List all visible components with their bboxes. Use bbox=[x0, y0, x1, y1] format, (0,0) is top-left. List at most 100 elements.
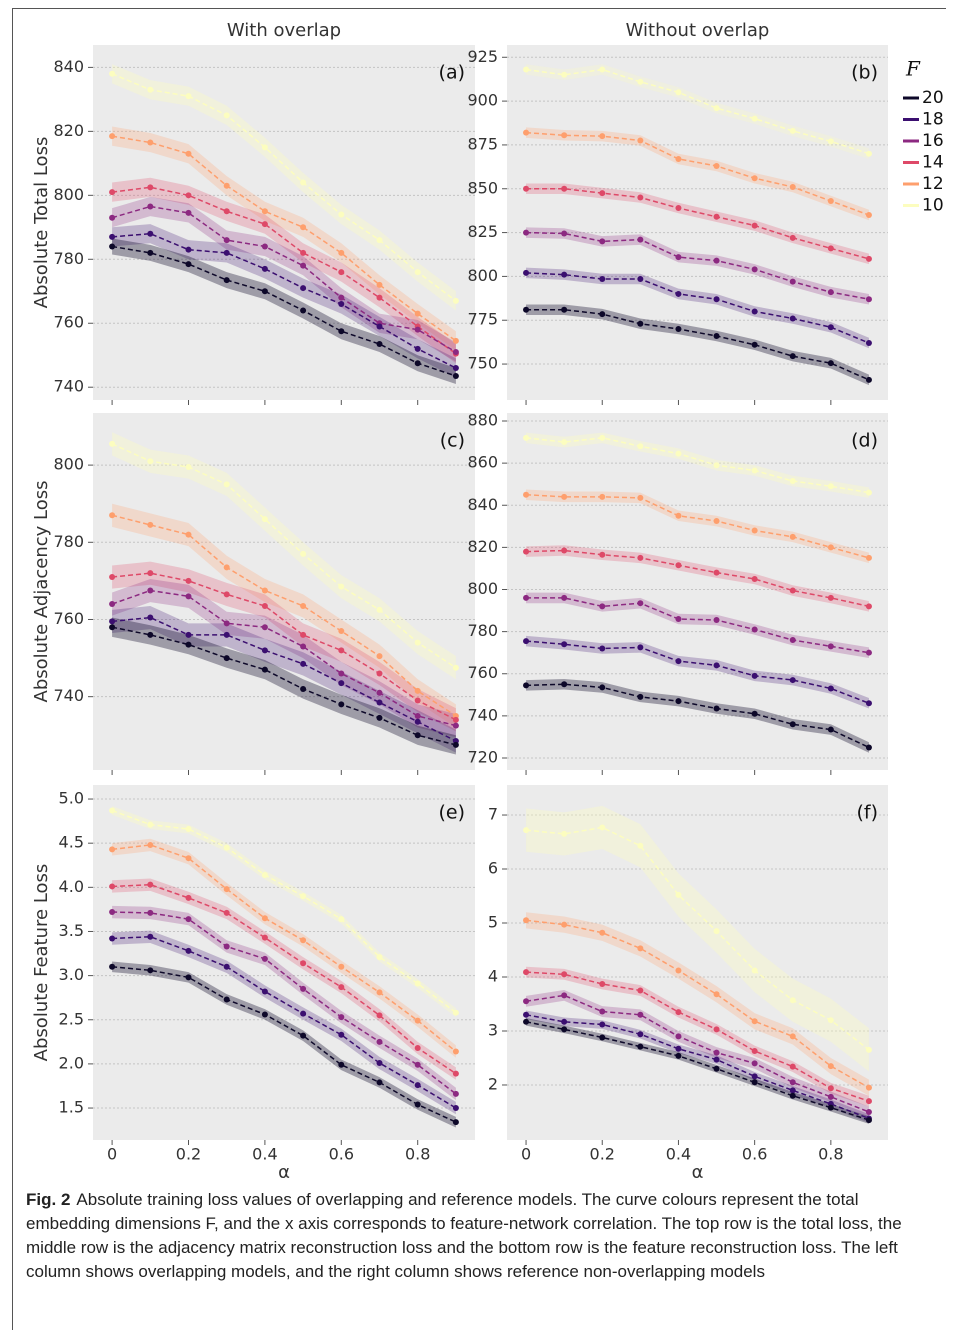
y-tick-label: 800 bbox=[467, 266, 498, 285]
data-point bbox=[338, 1031, 345, 1038]
x-axis-label: α bbox=[278, 1162, 290, 1183]
data-point bbox=[827, 360, 834, 367]
data-point bbox=[147, 933, 154, 940]
confidence-band bbox=[112, 961, 456, 1128]
data-point bbox=[109, 935, 116, 942]
data-point bbox=[185, 855, 192, 862]
data-point bbox=[223, 208, 230, 215]
data-point bbox=[789, 997, 796, 1004]
data-point bbox=[713, 333, 720, 340]
data-point bbox=[599, 603, 606, 610]
data-point bbox=[376, 1038, 383, 1045]
data-point bbox=[261, 288, 268, 295]
series-line bbox=[525, 640, 870, 704]
data-point bbox=[751, 1073, 758, 1080]
data-point bbox=[523, 594, 530, 601]
data-point bbox=[675, 290, 682, 297]
data-point bbox=[109, 883, 116, 890]
x-tick-label: 0.8 bbox=[405, 1145, 430, 1164]
data-point bbox=[713, 296, 720, 303]
confidence-band bbox=[526, 227, 869, 305]
data-point bbox=[637, 276, 644, 283]
data-point bbox=[185, 464, 192, 471]
data-point bbox=[827, 594, 834, 601]
confidence-band bbox=[112, 126, 456, 351]
data-point bbox=[147, 139, 154, 146]
x-tick-label: 0.2 bbox=[590, 1145, 615, 1164]
data-point bbox=[223, 886, 230, 893]
data-point bbox=[414, 718, 421, 725]
y-tick-label: 780 bbox=[467, 621, 498, 640]
data-point bbox=[300, 985, 307, 992]
data-point bbox=[599, 238, 606, 245]
data-point bbox=[109, 243, 116, 250]
y-tick-label: 2 bbox=[488, 1074, 498, 1093]
data-point bbox=[751, 222, 758, 229]
legend-label: 12 bbox=[922, 174, 944, 194]
data-point bbox=[599, 1021, 606, 1028]
data-point bbox=[789, 1079, 796, 1086]
confidence-band bbox=[112, 503, 456, 728]
data-point bbox=[789, 278, 796, 285]
data-point bbox=[827, 483, 834, 490]
data-point bbox=[300, 631, 307, 638]
y-tick-label: 7 bbox=[488, 805, 498, 824]
data-point bbox=[147, 881, 154, 888]
data-point bbox=[599, 824, 606, 831]
data-point bbox=[675, 326, 682, 332]
data-point bbox=[261, 934, 268, 941]
data-point bbox=[599, 684, 606, 691]
data-point bbox=[338, 301, 345, 308]
data-point bbox=[599, 551, 606, 558]
data-point bbox=[561, 71, 568, 78]
data-point bbox=[300, 1032, 307, 1039]
data-point bbox=[523, 917, 530, 924]
data-point bbox=[675, 450, 682, 457]
data-point bbox=[261, 871, 268, 878]
data-point bbox=[185, 150, 192, 157]
data-point bbox=[865, 1098, 872, 1105]
data-point bbox=[713, 662, 720, 669]
plot-background bbox=[93, 413, 475, 770]
data-point bbox=[827, 1085, 834, 1092]
x-axis-label: α bbox=[692, 1162, 704, 1183]
data-point bbox=[865, 376, 872, 383]
data-point bbox=[675, 89, 682, 96]
data-point bbox=[147, 570, 154, 577]
y-tick-label: 900 bbox=[467, 91, 498, 110]
data-point bbox=[675, 698, 682, 705]
data-point bbox=[599, 645, 606, 652]
data-point bbox=[561, 547, 568, 554]
data-point bbox=[865, 255, 872, 262]
data-point bbox=[300, 602, 307, 609]
data-point bbox=[185, 192, 192, 199]
x-tick-label: 0.8 bbox=[818, 1145, 843, 1164]
data-point bbox=[827, 1093, 834, 1100]
data-point bbox=[751, 672, 758, 679]
data-point bbox=[637, 494, 644, 501]
data-point bbox=[109, 601, 116, 608]
data-point bbox=[452, 664, 459, 671]
data-point bbox=[300, 262, 307, 269]
data-point bbox=[523, 229, 530, 236]
y-tick-label: 4.0 bbox=[59, 877, 84, 896]
data-point bbox=[523, 548, 530, 555]
data-point bbox=[751, 1079, 758, 1086]
confidence-band bbox=[526, 127, 869, 221]
data-point bbox=[261, 624, 268, 631]
confidence-band bbox=[526, 805, 869, 1072]
series-line bbox=[525, 919, 870, 1089]
y-tick-label: 760 bbox=[53, 313, 84, 332]
y-tick-label: 780 bbox=[53, 532, 84, 551]
data-point bbox=[147, 841, 154, 848]
data-point bbox=[637, 320, 644, 327]
data-point bbox=[637, 987, 644, 994]
frame-top bbox=[12, 8, 946, 9]
data-point bbox=[147, 249, 154, 256]
y-tick-label: 1.5 bbox=[59, 1098, 84, 1117]
data-point bbox=[147, 909, 154, 916]
data-point bbox=[523, 682, 530, 689]
data-point bbox=[147, 203, 154, 210]
data-point bbox=[561, 271, 568, 278]
